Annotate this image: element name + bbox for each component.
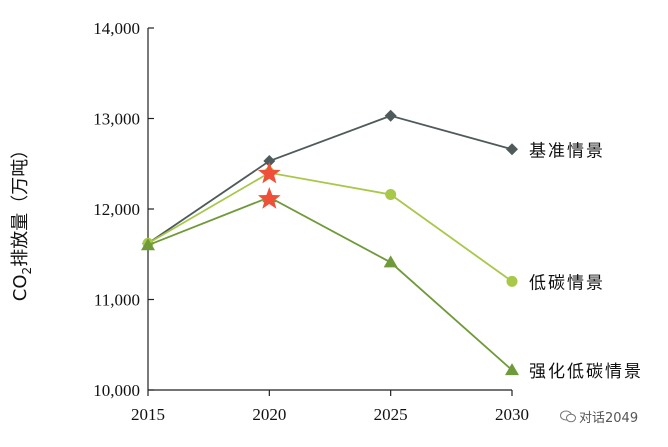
data-point-triangle [383,255,398,268]
data-point-diamond [384,109,397,122]
series-layer [141,109,519,376]
axes: 10,000 11,000 12,000 13,000 14,000 2015 2020 20… [10,19,529,424]
series-line [147,171,513,283]
x-tick-label: 2030 [495,405,529,424]
x-tick-label: 2020 [252,405,286,424]
series-label: 低碳情景 [529,273,605,293]
y-tick-label: 11,000 [94,291,140,310]
peak-star-marker [257,161,281,184]
y-axis-label: CO2排放量（万吨） [10,141,34,301]
series-label: 基准情景 [529,141,605,161]
y-tick-label: 12,000 [93,200,140,219]
y-tick-label: 10,000 [93,381,140,400]
data-point-triangle [505,363,519,376]
watermark-text: 对话2049 [579,411,639,426]
data-point-triangle [141,238,155,251]
data-point-diamond [506,143,518,156]
x-tick-label: 2015 [131,405,165,424]
series-line [147,196,513,371]
peak-star-marker [257,187,281,209]
data-point-circle [506,275,518,287]
chat-bubble-icon [560,410,576,423]
watermark: 对话2049 [560,407,638,426]
data-point-circle [385,189,397,201]
series-line [147,114,513,245]
x-tick-label: 2025 [374,405,408,424]
data-point-diamond [263,155,276,168]
y-tick-label: 14,000 [93,19,140,38]
series-label: 强化低碳情景 [529,362,643,382]
y-tick-label: 13,000 [93,110,140,129]
